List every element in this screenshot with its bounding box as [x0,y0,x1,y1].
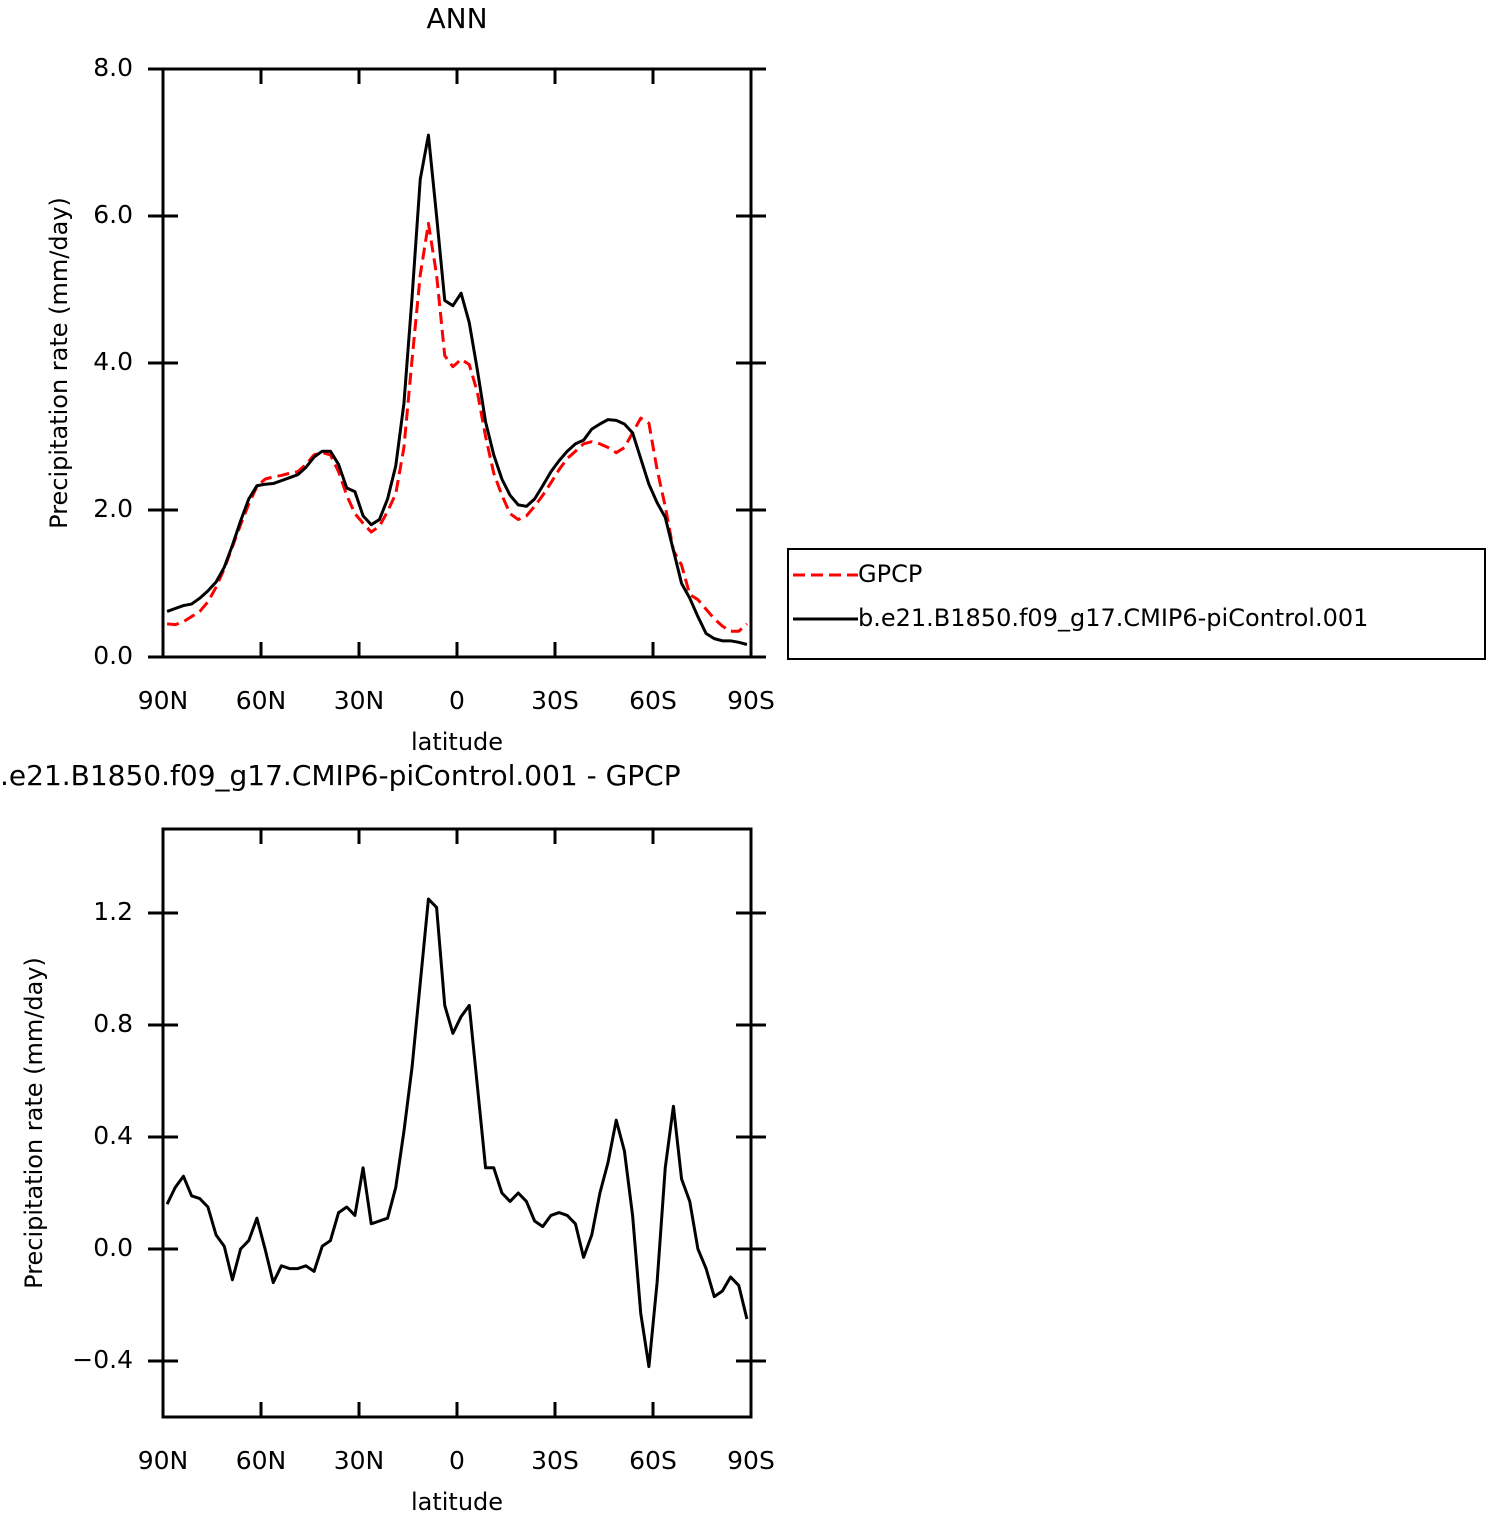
legend-label: GPCP [858,560,922,588]
y-axis-label: Precipitation rate (mm/day) [20,957,48,1289]
legend-label: b.e21.B1850.f09_g17.CMIP6-piControl.001 [858,604,1368,632]
y-tick-label: 0.0 [93,1233,133,1262]
plot-frame [161,827,753,1419]
y-tick-label: 0.4 [93,1121,133,1150]
y-tick-label: 0.8 [93,1009,133,1038]
x-tick-label: 30N [334,1446,385,1475]
y-tick-label: 6.0 [93,200,133,229]
y-tick-label: 2.0 [93,494,133,523]
x-tick-label: 60N [236,1446,287,1475]
y-axis-label: Precipitation rate (mm/day) [45,197,73,529]
data-line [166,133,748,646]
chart-title: .e21.B1850.f09_g17.CMIP6-piControl.001 -… [0,759,681,792]
x-tick-label: 90S [727,1446,775,1475]
y-tick-label: 1.2 [93,897,133,926]
x-tick-label: 30N [334,686,385,715]
y-tick-label: 8.0 [93,53,133,82]
x-axis-label: latitude [411,728,503,756]
x-tick-label: 30S [531,686,579,715]
x-tick-label: 60N [236,686,287,715]
x-tick-label: 90S [727,686,775,715]
data-line [166,221,748,633]
y-tick-label: 0.0 [93,641,133,670]
chart-title: ANN [426,2,487,35]
x-tick-label: 30S [531,1446,579,1475]
x-tick-label: 60S [629,686,677,715]
legend-box [787,548,1486,660]
x-tick-label: 0 [449,686,465,715]
y-tick-label: −0.4 [72,1345,133,1374]
x-tick-label: 90N [138,686,189,715]
data-line [165,897,749,1369]
x-tick-label: 60S [629,1446,677,1475]
x-axis-label: latitude [411,1488,503,1516]
x-tick-label: 90N [138,1446,189,1475]
y-tick-label: 4.0 [93,347,133,376]
x-tick-label: 0 [449,1446,465,1475]
